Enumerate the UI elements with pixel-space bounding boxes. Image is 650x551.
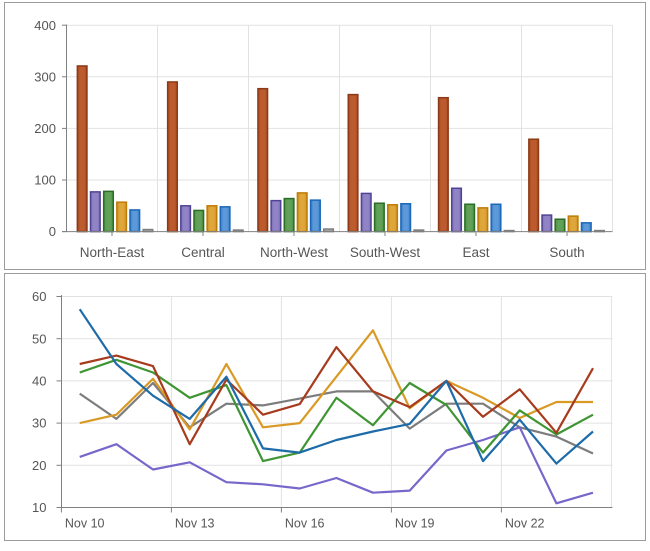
svg-text:South-West: South-West	[350, 245, 421, 260]
svg-text:East: East	[462, 245, 489, 260]
svg-text:30: 30	[32, 416, 46, 431]
svg-text:50: 50	[32, 331, 46, 346]
svg-text:North-East: North-East	[80, 245, 145, 260]
svg-text:Central: Central	[181, 245, 225, 260]
svg-text:10: 10	[32, 500, 46, 515]
svg-text:20: 20	[32, 458, 46, 473]
svg-text:400: 400	[34, 18, 56, 33]
svg-text:Nov 13: Nov 13	[175, 517, 215, 531]
svg-text:Nov 22: Nov 22	[505, 517, 545, 531]
svg-text:200: 200	[34, 121, 56, 136]
svg-text:North-West: North-West	[260, 245, 328, 260]
svg-text:0: 0	[49, 224, 56, 239]
svg-text:Nov 16: Nov 16	[285, 517, 325, 531]
svg-text:100: 100	[34, 173, 56, 188]
svg-text:Nov 10: Nov 10	[65, 517, 105, 531]
svg-text:300: 300	[34, 69, 56, 84]
svg-text:60: 60	[32, 289, 46, 304]
svg-text:South: South	[549, 245, 584, 260]
svg-text:40: 40	[32, 374, 46, 389]
svg-text:Nov 19: Nov 19	[395, 517, 435, 531]
